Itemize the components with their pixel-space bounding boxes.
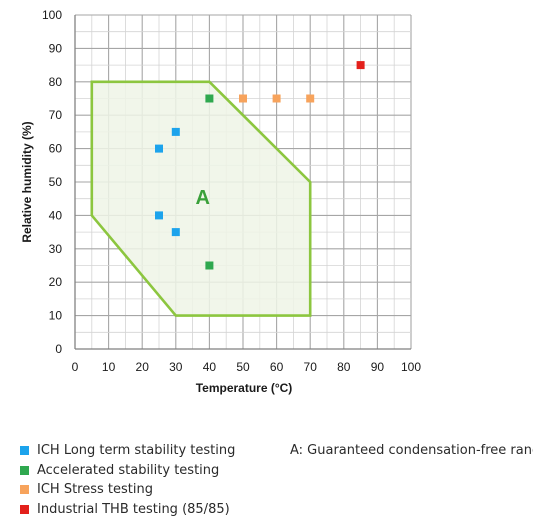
- data-point: [172, 228, 180, 236]
- y-tick-label: 80: [49, 75, 63, 89]
- region-layer: A: [92, 82, 310, 316]
- data-point: [239, 95, 247, 103]
- x-tick-label: 90: [371, 360, 385, 374]
- y-axis-title: Relative humidity (%): [20, 121, 34, 242]
- y-tick-label: 0: [55, 342, 62, 356]
- data-point: [172, 128, 180, 136]
- x-tick-label: 60: [270, 360, 284, 374]
- x-tick-label: 100: [401, 360, 421, 374]
- y-tick-label: 100: [42, 8, 62, 22]
- legend-item-industrial-thb: Industrial THB testing (85/85): [20, 500, 235, 519]
- x-tick-label: 0: [72, 360, 79, 374]
- x-axis-title: Temperature (°C): [196, 381, 293, 395]
- legend-label-accelerated: Accelerated stability testing: [37, 463, 219, 478]
- legend-swatch-ich-long-term: [20, 446, 29, 455]
- region-label: A: [195, 187, 209, 209]
- y-tick-label: 90: [49, 41, 63, 55]
- data-point: [306, 95, 314, 103]
- data-point: [205, 262, 213, 270]
- x-tick-label: 20: [136, 360, 150, 374]
- data-point: [205, 95, 213, 103]
- data-point: [155, 145, 163, 153]
- legend-swatch-industrial-thb: [20, 505, 29, 514]
- y-tick-label: 50: [49, 175, 63, 189]
- legend-swatch-accelerated: [20, 466, 29, 475]
- y-tick-label: 30: [49, 242, 63, 256]
- legend: ICH Long term stability testing Accelera…: [20, 441, 235, 519]
- x-tick-label: 40: [203, 360, 217, 374]
- legend-label-ich-stress: ICH Stress testing: [37, 482, 153, 497]
- data-point: [155, 211, 163, 219]
- legend-swatch-ich-stress: [20, 485, 29, 494]
- region-description: A: Guaranteed condensation-free range: [290, 441, 533, 461]
- data-point: [273, 95, 281, 103]
- legend-item-accelerated: Accelerated stability testing: [20, 461, 235, 481]
- y-tick-label: 60: [49, 142, 63, 156]
- legend-item-ich-stress: ICH Stress testing: [20, 480, 235, 500]
- y-tick-label: 20: [49, 275, 63, 289]
- x-tick-label: 50: [236, 360, 250, 374]
- x-tick-label: 30: [169, 360, 183, 374]
- x-tick-label: 80: [337, 360, 351, 374]
- x-tick-label: 10: [102, 360, 116, 374]
- y-tick-label: 10: [49, 309, 63, 323]
- y-tick-label: 70: [49, 108, 63, 122]
- x-tick-label: 70: [304, 360, 318, 374]
- legend-label-ich-long-term: ICH Long term stability testing: [37, 443, 235, 458]
- data-point: [357, 61, 365, 69]
- chart: A 0 10 20 30 40 50 60 70 80 90 100 0 10 20 30 40 50 60 70 8…: [0, 0, 533, 430]
- legend-item-ich-long-term: ICH Long term stability testing: [20, 441, 235, 461]
- y-tick-label: 40: [49, 208, 63, 222]
